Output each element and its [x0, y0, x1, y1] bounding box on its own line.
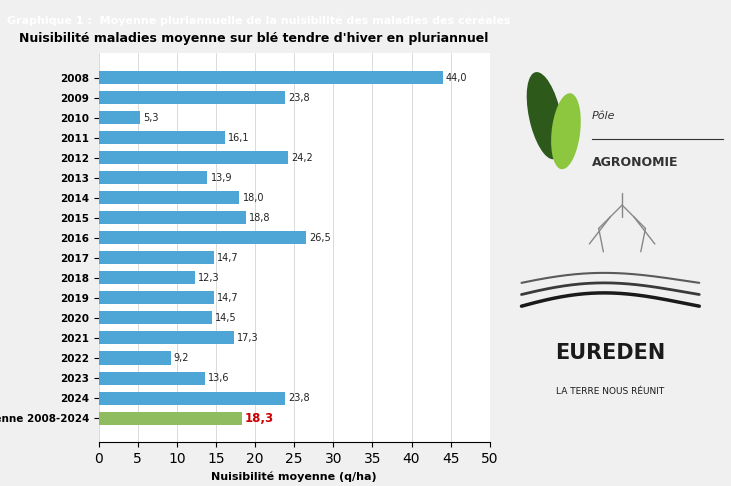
Bar — [99, 292, 213, 304]
Bar — [99, 71, 443, 84]
Text: 23,8: 23,8 — [288, 393, 310, 403]
Bar — [99, 111, 140, 124]
Bar — [99, 392, 285, 404]
Bar — [99, 271, 195, 284]
Text: 44,0: 44,0 — [446, 72, 467, 83]
Text: 13,6: 13,6 — [208, 373, 230, 383]
Bar — [99, 211, 246, 225]
Ellipse shape — [551, 93, 581, 169]
Text: 14,7: 14,7 — [217, 253, 238, 263]
Text: 14,7: 14,7 — [217, 293, 238, 303]
Text: 17,3: 17,3 — [237, 333, 259, 343]
Text: 18,0: 18,0 — [243, 193, 264, 203]
Bar — [99, 312, 212, 325]
Bar — [99, 351, 170, 364]
Text: Nuisibilité maladies moyenne sur blé tendre d'hiver en pluriannuel: Nuisibilité maladies moyenne sur blé ten… — [18, 33, 488, 45]
Text: 12,3: 12,3 — [198, 273, 219, 283]
Text: LA TERRE NOUS RÉUNIT: LA TERRE NOUS RÉUNIT — [556, 387, 664, 396]
Text: 5,3: 5,3 — [143, 113, 159, 122]
Ellipse shape — [527, 72, 563, 159]
Bar — [99, 251, 213, 264]
Text: 18,3: 18,3 — [245, 412, 274, 425]
Bar — [99, 191, 240, 204]
Text: 23,8: 23,8 — [288, 93, 310, 103]
Text: 26,5: 26,5 — [309, 233, 331, 243]
Text: Graphique 1 :  Moyenne pluriannuelle de la nuisibilité des maladies des céréales: Graphique 1 : Moyenne pluriannuelle de l… — [7, 16, 511, 26]
Text: 14,5: 14,5 — [215, 313, 237, 323]
Bar — [99, 412, 242, 425]
Text: Pôle: Pôle — [591, 111, 616, 121]
Bar — [99, 371, 205, 384]
Bar — [99, 231, 306, 244]
Bar — [99, 151, 288, 164]
Text: 18,8: 18,8 — [249, 213, 270, 223]
Text: AGRONOMIE: AGRONOMIE — [591, 156, 678, 169]
Bar — [99, 131, 224, 144]
Bar — [99, 331, 234, 345]
X-axis label: Nuisibilité moyenne (q/ha): Nuisibilité moyenne (q/ha) — [211, 471, 377, 482]
Text: 24,2: 24,2 — [291, 153, 313, 163]
Text: 9,2: 9,2 — [174, 353, 189, 363]
Text: 13,9: 13,9 — [211, 173, 232, 183]
Bar — [99, 91, 285, 104]
Text: EUREDEN: EUREDEN — [556, 343, 665, 363]
Bar — [99, 171, 208, 184]
Text: 16,1: 16,1 — [228, 133, 249, 143]
